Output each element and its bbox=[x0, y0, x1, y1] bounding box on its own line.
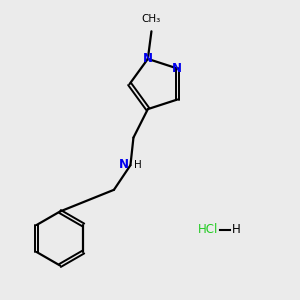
Text: CH₃: CH₃ bbox=[142, 14, 161, 24]
Text: HCl: HCl bbox=[198, 223, 218, 236]
Text: N: N bbox=[172, 62, 182, 75]
Text: H: H bbox=[232, 223, 240, 236]
Text: N: N bbox=[119, 158, 129, 171]
Text: N: N bbox=[143, 52, 153, 65]
Text: H: H bbox=[134, 160, 142, 170]
